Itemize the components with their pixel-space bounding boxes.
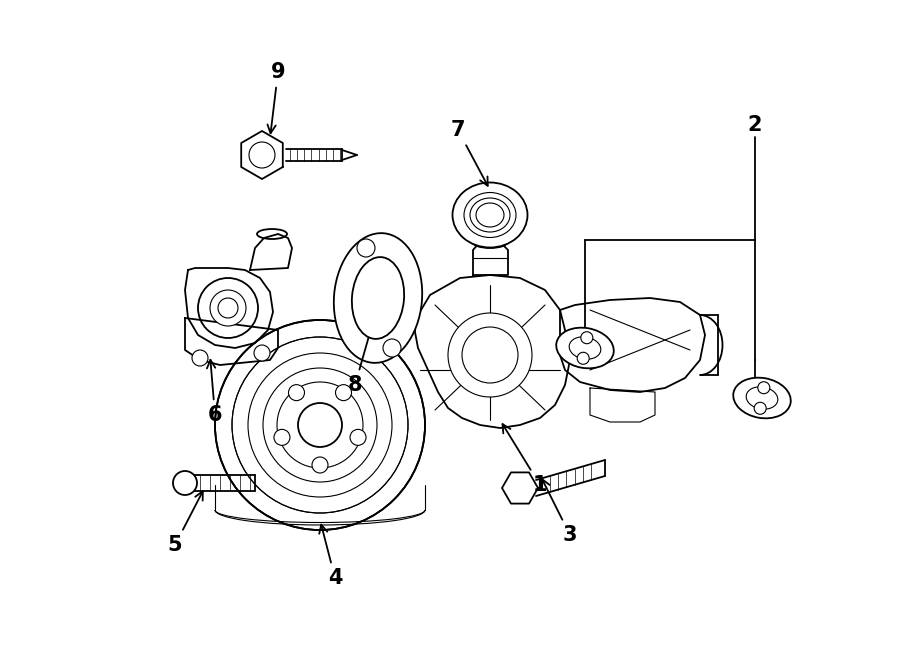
Circle shape — [350, 430, 366, 446]
Text: 6: 6 — [207, 360, 222, 425]
Polygon shape — [560, 298, 705, 392]
Text: 7: 7 — [451, 120, 488, 186]
Ellipse shape — [556, 328, 614, 368]
Ellipse shape — [257, 229, 287, 239]
Text: 1: 1 — [502, 424, 547, 495]
Ellipse shape — [746, 387, 778, 409]
Text: 3: 3 — [542, 479, 577, 545]
Circle shape — [274, 430, 290, 446]
Circle shape — [173, 471, 197, 495]
Polygon shape — [250, 234, 292, 270]
Polygon shape — [241, 131, 283, 179]
Text: 8: 8 — [347, 320, 375, 395]
Circle shape — [249, 142, 275, 168]
Polygon shape — [185, 318, 278, 365]
Ellipse shape — [464, 192, 516, 237]
Text: 4: 4 — [320, 525, 342, 588]
Ellipse shape — [453, 182, 527, 247]
Text: 9: 9 — [267, 62, 285, 134]
Circle shape — [198, 278, 258, 338]
Polygon shape — [473, 242, 508, 275]
Polygon shape — [502, 473, 538, 504]
Text: 2: 2 — [748, 115, 762, 135]
Circle shape — [254, 345, 270, 361]
Circle shape — [192, 350, 208, 366]
Polygon shape — [590, 388, 655, 422]
Ellipse shape — [569, 337, 601, 359]
Circle shape — [312, 457, 328, 473]
Circle shape — [336, 385, 352, 401]
Circle shape — [448, 313, 532, 397]
Ellipse shape — [734, 377, 791, 418]
Text: 5: 5 — [167, 491, 202, 555]
Circle shape — [210, 290, 246, 326]
Circle shape — [580, 332, 593, 344]
Circle shape — [383, 339, 401, 357]
Polygon shape — [185, 268, 273, 348]
Ellipse shape — [472, 236, 508, 248]
Circle shape — [289, 385, 304, 401]
Polygon shape — [415, 275, 570, 428]
Ellipse shape — [334, 233, 422, 363]
Circle shape — [357, 239, 375, 257]
Ellipse shape — [352, 257, 404, 339]
Circle shape — [758, 381, 770, 394]
Circle shape — [754, 403, 766, 414]
Circle shape — [298, 403, 342, 447]
Circle shape — [577, 352, 590, 364]
Circle shape — [232, 337, 408, 513]
